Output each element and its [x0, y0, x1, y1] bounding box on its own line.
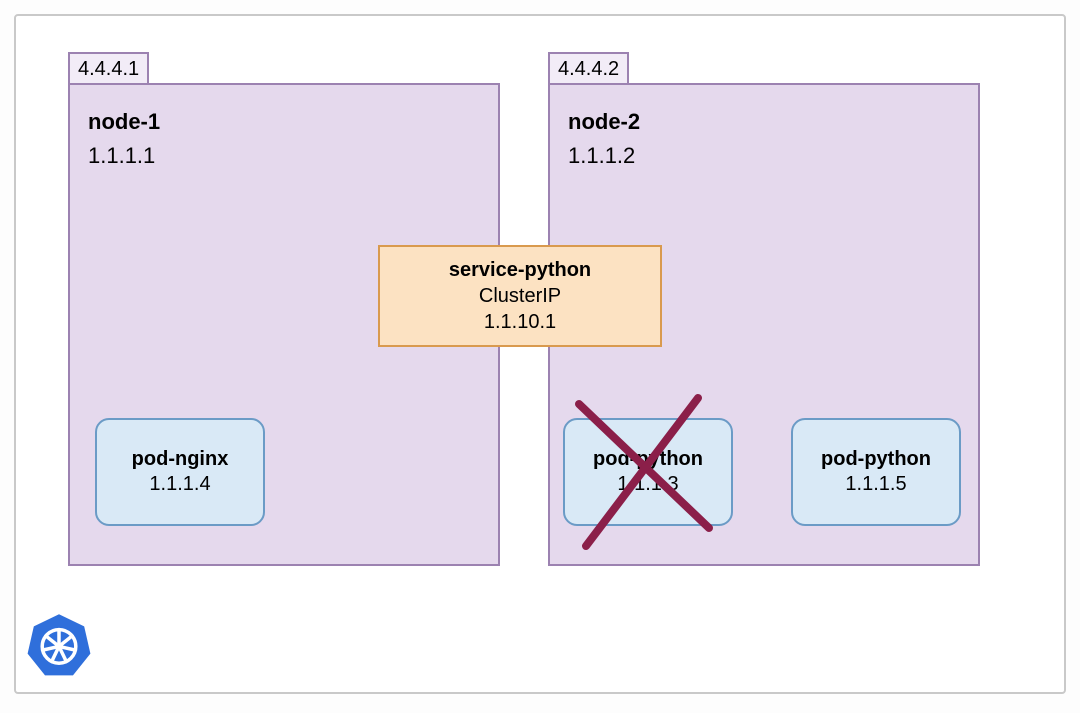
service-ip: 1.1.10.1	[484, 309, 556, 335]
node-1-ip: 1.1.1.1	[88, 143, 155, 169]
pod-python-1-ip: 1.1.1.3	[617, 472, 678, 497]
pod-python-2-name: pod-python	[821, 447, 931, 472]
service-type: ClusterIP	[479, 283, 561, 309]
node-2-ip: 1.1.1.2	[568, 143, 635, 169]
node-2-tab: 4.4.4.2	[548, 52, 629, 87]
node-1-title: node-1	[88, 109, 160, 135]
pod-python-1-box: pod-python 1.1.1.3	[563, 418, 733, 526]
kubernetes-logo-icon	[24, 610, 94, 680]
diagram-canvas: 4.4.4.1 node-1 1.1.1.1 4.4.4.2 node-2 1.…	[0, 0, 1080, 713]
pod-nginx-name: pod-nginx	[132, 447, 229, 472]
node-1-external-ip: 4.4.4.1	[78, 58, 139, 80]
node-2-external-ip: 4.4.4.2	[558, 58, 619, 80]
service-box: service-python ClusterIP 1.1.10.1	[378, 245, 662, 347]
pod-python-1-name: pod-python	[593, 447, 703, 472]
pod-python-2-ip: 1.1.1.5	[845, 472, 906, 497]
pod-nginx-box: pod-nginx 1.1.1.4	[95, 418, 265, 526]
pod-nginx-ip: 1.1.1.4	[149, 472, 210, 497]
node-2-title: node-2	[568, 109, 640, 135]
service-name: service-python	[449, 257, 591, 283]
node-1-tab: 4.4.4.1	[68, 52, 149, 87]
pod-python-2-box: pod-python 1.1.1.5	[791, 418, 961, 526]
